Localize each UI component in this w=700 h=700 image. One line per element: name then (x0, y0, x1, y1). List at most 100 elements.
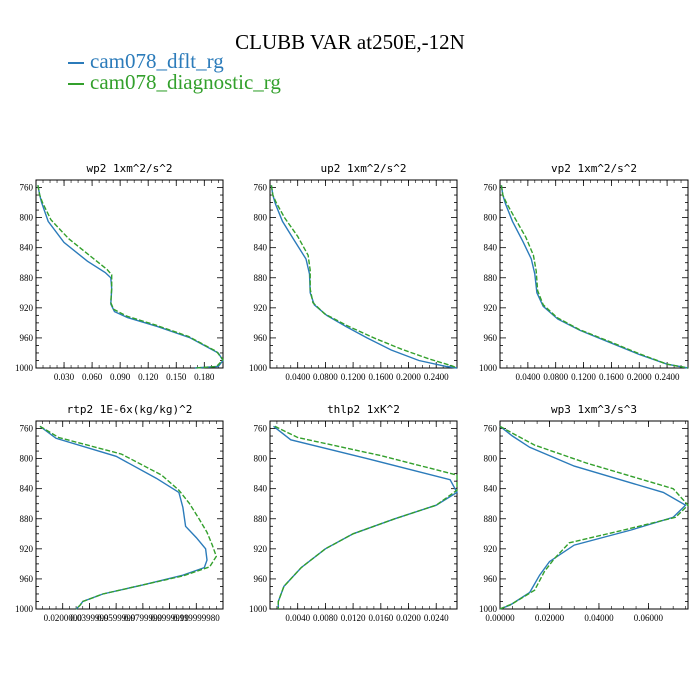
figure-title: CLUBB VAR at250E,-12N (235, 30, 465, 54)
wp3-xtick-label: 0.02000 (535, 613, 565, 623)
wp3-series-diagnostic-line (499, 425, 689, 610)
vp2-ytick-label: 840 (484, 243, 498, 253)
rtp2-series-dflt-line (39, 425, 208, 610)
legend-swatch-diagnostic (68, 83, 84, 86)
wp2-xtick-label: 0.150 (166, 372, 187, 382)
up2-xtick-label: 0.0800 (313, 372, 338, 382)
thlp2-series-diagnostic-line (274, 425, 458, 609)
wp2-xtick-label: 0.060 (82, 372, 103, 382)
rtp2-ytick-label: 760 (20, 424, 34, 434)
vp2-plot-frame (499, 179, 689, 369)
wp2-ytick-label: 840 (20, 243, 34, 253)
wp2-ytick-label: 960 (20, 333, 34, 343)
up2-series-dflt-line (270, 185, 458, 369)
wp2-ytick-label: 880 (20, 273, 34, 283)
wp2-ytick-label: 920 (20, 303, 34, 313)
up2-xtick-label: 0.1200 (341, 372, 366, 382)
vp2-ytick-label: 880 (484, 273, 498, 283)
vp2-xtick-label: 0.2400 (655, 372, 680, 382)
wp2-ytick-label: 800 (20, 213, 34, 223)
rtp2-xtick-label: 0.0599999 (97, 613, 136, 623)
wp2-xtick-label: 0.180 (194, 372, 215, 382)
vp2-ytick-label: 760 (484, 183, 498, 193)
rtp2-ytick-label: 800 (20, 454, 34, 464)
thlp2-panel-title: thlp2 1xK^2 (327, 403, 400, 416)
rtp2-xtick-label: 0.0799999 (124, 613, 163, 623)
up2-xtick-label: 0.0400 (285, 372, 310, 382)
thlp2-ytick-label: 840 (254, 484, 268, 494)
up2-panel-title: up2 1xm^2/s^2 (320, 162, 406, 175)
thlp2-xtick-label: 0.0040 (285, 613, 310, 623)
up2-ytick-label: 880 (254, 273, 268, 283)
wp2-ytick-label: 1000 (15, 363, 34, 373)
wp2-panel-title: wp2 1xm^2/s^2 (86, 162, 172, 175)
vp2-xtick-label: 0.2000 (627, 372, 652, 382)
vp2-ytick-label: 800 (484, 213, 498, 223)
thlp2-ytick-label: 920 (254, 544, 268, 554)
wp3-xtick-label: 0.06000 (634, 613, 664, 623)
wp3-ytick-label: 760 (484, 424, 498, 434)
up2-ytick-label: 800 (254, 213, 268, 223)
wp3-ytick-label: 800 (484, 454, 498, 464)
wp3-ytick-label: 880 (484, 514, 498, 524)
rtp2-ytick-label: 880 (20, 514, 34, 524)
rtp2-xtick-label: 0.119999980 (173, 613, 220, 623)
wp2-xtick-label: 0.090 (110, 372, 131, 382)
rtp2-series-diagnostic-line (39, 425, 218, 610)
wp3-plot-frame (499, 420, 689, 610)
wp2-xtick-label: 0.030 (54, 372, 75, 382)
legend-entry-dflt: cam078_dflt_rg (68, 50, 224, 72)
wp2-xtick-label: 0.120 (138, 372, 159, 382)
up2-ytick-label: 920 (254, 303, 268, 313)
up2-ytick-label: 760 (254, 183, 268, 193)
up2-ytick-label: 1000 (249, 363, 268, 373)
rtp2-plot-frame (35, 420, 224, 610)
thlp2-series-dflt-line (273, 425, 458, 609)
up2-xtick-label: 0.2400 (424, 372, 449, 382)
wp2-ytick-label: 760 (20, 183, 34, 193)
vp2-ytick-label: 960 (484, 333, 498, 343)
rtp2-panel-title: rtp2 1E-6x(kg/kg)^2 (67, 403, 193, 416)
rtp2-xtick-label: 0.0200000 (44, 613, 83, 623)
rtp2-ytick-label: 960 (20, 574, 34, 584)
up2-ytick-label: 840 (254, 243, 268, 253)
wp2-series-diagnostic-line (37, 185, 224, 369)
thlp2-xtick-label: 0.0080 (313, 613, 338, 623)
thlp2-xtick-label: 0.0200 (396, 613, 421, 623)
vp2-ytick-label: 1000 (479, 363, 498, 373)
rtp2-ytick-label: 920 (20, 544, 34, 554)
thlp2-plot-frame (269, 420, 458, 610)
rtp2-xtick-label: 0.0999999 (150, 613, 189, 623)
rtp2-ytick-label: 840 (20, 484, 34, 494)
legend-label-dflt: cam078_dflt_rg (90, 49, 224, 73)
wp3-ytick-label: 920 (484, 544, 498, 554)
wp3-series-dflt-line (499, 425, 687, 610)
legend-label-diagnostic: cam078_diagnostic_rg (90, 70, 281, 94)
wp3-panel-title: wp3 1xm^3/s^3 (551, 403, 637, 416)
thlp2-ytick-label: 880 (254, 514, 268, 524)
thlp2-xtick-label: 0.0160 (368, 613, 393, 623)
thlp2-ytick-label: 800 (254, 454, 268, 464)
legend-entry-diagnostic: cam078_diagnostic_rg (68, 71, 281, 93)
thlp2-ytick-label: 960 (254, 574, 268, 584)
legend-swatch-dflt (68, 62, 84, 65)
wp3-ytick-label: 1000 (479, 604, 498, 614)
vp2-series-dflt-line (500, 185, 689, 369)
vp2-series-diagnostic-line (500, 185, 689, 369)
vp2-panel-title: vp2 1xm^2/s^2 (551, 162, 637, 175)
thlp2-xtick-label: 0.0240 (424, 613, 449, 623)
up2-xtick-label: 0.1600 (368, 372, 393, 382)
up2-ytick-label: 960 (254, 333, 268, 343)
wp3-ytick-label: 840 (484, 484, 498, 494)
up2-xtick-label: 0.2000 (396, 372, 421, 382)
up2-plot-frame (269, 179, 458, 369)
thlp2-ytick-label: 1000 (249, 604, 268, 614)
rtp2-ytick-label: 1000 (15, 604, 34, 614)
wp3-ytick-label: 960 (484, 574, 498, 584)
rtp2-xtick-label: 0.0399999 (70, 613, 109, 623)
vp2-xtick-label: 0.1600 (599, 372, 624, 382)
thlp2-xtick-label: 0.0120 (341, 613, 366, 623)
vp2-xtick-label: 0.1200 (571, 372, 596, 382)
